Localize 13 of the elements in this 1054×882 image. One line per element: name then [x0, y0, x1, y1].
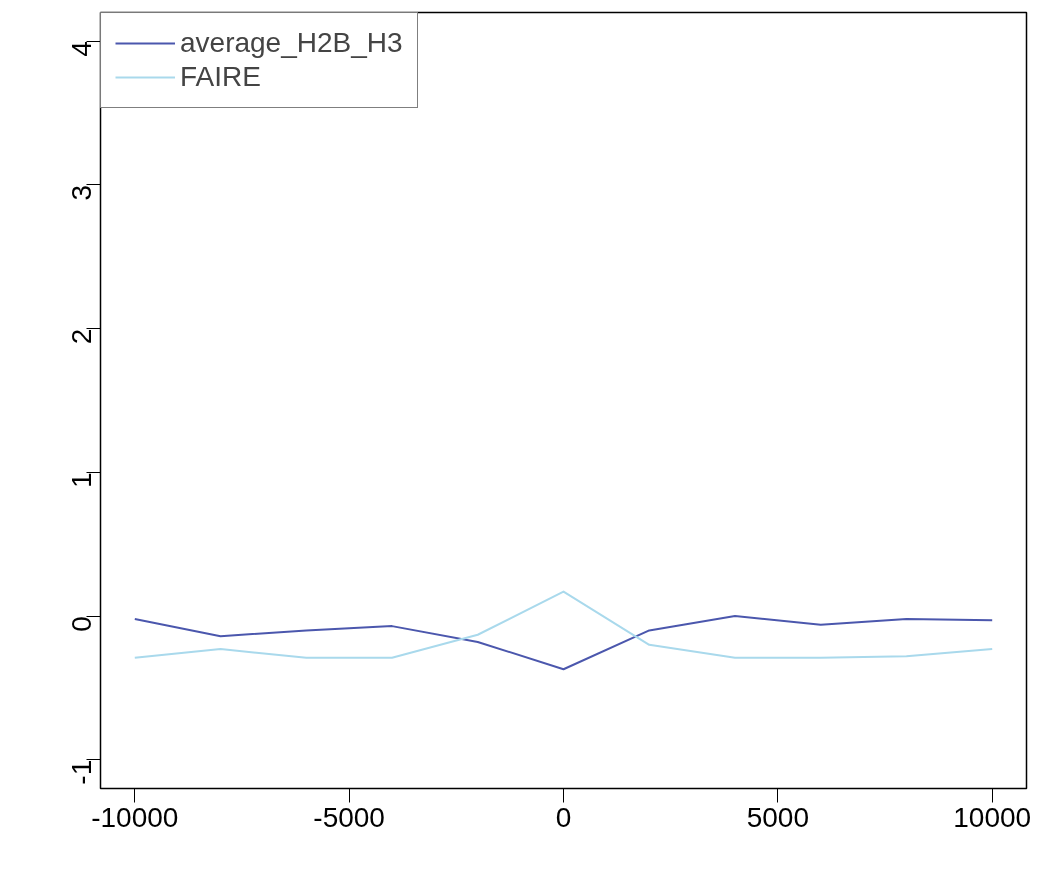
x-tick-label: 0 — [555, 801, 572, 833]
y-tick-label: 4 — [66, 41, 97, 57]
y-tick-label: 0 — [66, 616, 97, 632]
x-tick-label: 5000 — [746, 801, 809, 833]
y-tick-label: 2 — [66, 328, 97, 345]
y-tick-label: 1 — [66, 472, 97, 488]
x-tick-label: 10000 — [953, 801, 1032, 833]
x-tick-label: -5000 — [313, 801, 385, 833]
y-tick-label: 3 — [66, 184, 97, 201]
legend-label: average_H2B_H3 — [180, 27, 403, 59]
x-tick-label: -10000 — [91, 801, 179, 833]
y-tick-label: -1 — [66, 759, 97, 785]
legend-label: FAIRE — [180, 61, 261, 93]
